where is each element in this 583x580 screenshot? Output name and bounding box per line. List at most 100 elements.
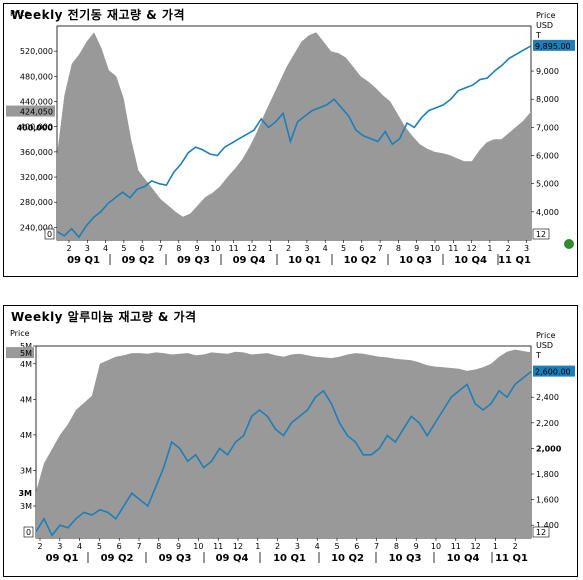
right-axis-label: T xyxy=(535,31,541,40)
month-label: 6 xyxy=(117,542,122,551)
right-current-value: 2,600.00 xyxy=(535,368,571,377)
month-label: 9 xyxy=(414,244,419,253)
left-tick-label: 4M xyxy=(20,431,32,440)
month-label: 1 xyxy=(255,542,260,551)
quarter-label: 09 Q3 xyxy=(159,553,192,564)
right-tick-label: 5,000 xyxy=(536,180,559,189)
month-label: 10 xyxy=(210,244,220,253)
right-axis-label: USD xyxy=(536,341,553,350)
right-current-value: 9,895.00 xyxy=(535,42,571,51)
month-label: 12 xyxy=(467,244,477,253)
month-label: 10 xyxy=(431,542,441,551)
right-tick-label: 1,800 xyxy=(536,470,559,479)
right-tick-label: 2,400 xyxy=(536,393,559,402)
month-label: 1 xyxy=(487,244,492,253)
month-label: 8 xyxy=(394,542,399,551)
month-label: 3 xyxy=(304,244,309,253)
month-label: 3 xyxy=(57,542,62,551)
left-current-value: 5M xyxy=(20,349,32,358)
left-tick-label: 240,000 xyxy=(20,223,53,232)
month-label: 1 xyxy=(268,244,273,253)
quarter-label: 09 Q3 xyxy=(177,255,210,266)
right-tick-label: 1,400 xyxy=(536,521,559,530)
stock-area xyxy=(36,349,531,538)
month-label: 6 xyxy=(354,542,359,551)
right-bottom-box xyxy=(532,526,550,538)
month-label: 6 xyxy=(140,244,145,253)
right-axis-label: USD xyxy=(536,21,553,30)
month-label: 11 xyxy=(451,542,461,551)
month-label: 10 xyxy=(193,542,203,551)
left-tick-label: 3M xyxy=(20,466,32,475)
left-tick-label: 400,000 xyxy=(20,123,53,132)
aluminum-chart: Price3M3M4M4M4M5M5M3M0PriceUSDT1,4001,60… xyxy=(6,329,575,564)
quarter-label: 09 Q1 xyxy=(67,255,100,266)
month-label: 11 xyxy=(448,244,458,253)
quarter-label: 09 Q2 xyxy=(101,553,134,564)
month-label: 12 xyxy=(247,244,257,253)
price-line xyxy=(35,370,532,537)
month-label: 8 xyxy=(396,244,401,253)
quarter-label: 10 Q3 xyxy=(399,255,432,266)
month-label: 5 xyxy=(97,542,102,551)
left-tick-label: 320,000 xyxy=(20,173,53,182)
quarter-label: 11 Q1 xyxy=(495,553,528,564)
price-line xyxy=(56,45,532,239)
month-label: 2 xyxy=(37,542,42,551)
left-axis-label: Price xyxy=(10,9,30,18)
right-axis-label: Price xyxy=(536,331,556,340)
right-tick-label: 4,000 xyxy=(536,208,559,217)
quarter-label: 10 Q1 xyxy=(273,553,306,564)
month-label: 7 xyxy=(374,542,379,551)
quarter-label: 11 Q1 xyxy=(498,255,531,266)
month-label: 11 xyxy=(229,244,239,253)
month-label: 4 xyxy=(103,244,108,253)
month-label: 4 xyxy=(323,244,328,253)
quarter-label: 10 Q1 xyxy=(288,255,321,266)
left-current-box xyxy=(6,105,55,117)
quarter-label: 10 Q4 xyxy=(454,255,487,266)
quarter-label: 09 Q1 xyxy=(46,553,79,564)
month-label: 3 xyxy=(295,542,300,551)
left-tick-label: 360,000 xyxy=(20,148,53,157)
chart-title: Weekly 알루미늄 재고량 & 가격 xyxy=(11,310,197,324)
month-label: 10 xyxy=(430,244,440,253)
status-dot xyxy=(564,239,574,249)
left-axis-label: Price xyxy=(10,329,30,338)
month-label: 4 xyxy=(315,542,320,551)
month-label: 8 xyxy=(156,542,161,551)
month-label: 7 xyxy=(378,244,383,253)
month-label: 5 xyxy=(341,244,346,253)
month-label: 2 xyxy=(286,244,291,253)
month-label: 7 xyxy=(158,244,163,253)
left-current-value: 424,050 xyxy=(20,108,53,117)
quarter-label: 10 Q2 xyxy=(331,553,364,564)
aluminum-chart-panel: Weekly 알루미늄 재고량 & 가격 Price 3M 3M 4M 4M 4M 5M 5M… xyxy=(3,305,578,577)
month-label: 2 xyxy=(513,542,518,551)
zero-box xyxy=(44,228,55,240)
month-label: 6 xyxy=(359,244,364,253)
month-label: 2 xyxy=(275,542,280,551)
left-zero-label: 0 xyxy=(47,230,52,239)
right-tick-label: 1,600 xyxy=(536,496,559,505)
month-label: 9 xyxy=(176,542,181,551)
right-tick-label: 7,000 xyxy=(536,123,559,132)
left-tick-label: 4M xyxy=(20,395,32,404)
left-bold-tick: 3M xyxy=(18,489,32,498)
right-tick-label: 2,200 xyxy=(536,419,559,428)
copper-chart-panel: Weekly 전기동 재고량 & 가격 Price 240,000 280,000 3… xyxy=(3,3,578,277)
right-tick-label: 8,000 xyxy=(536,95,559,104)
left-tick-label: 3M xyxy=(20,502,32,511)
left-tick-label: 4M xyxy=(20,360,32,369)
right-bottom-label: 12 xyxy=(536,230,546,239)
quarter-label: 10 Q2 xyxy=(344,255,377,266)
right-axis-label: T xyxy=(535,351,541,360)
month-label: 5 xyxy=(121,244,126,253)
stock-area xyxy=(57,32,531,240)
right-tick-label: 9,000 xyxy=(536,67,559,76)
left-tick-label: 480,000 xyxy=(20,72,53,81)
left-tick-label: 440,000 xyxy=(20,98,53,107)
month-label: 11 xyxy=(213,542,223,551)
left-bold-tick: 400,000 xyxy=(17,124,54,133)
right-bottom-box xyxy=(532,228,550,240)
